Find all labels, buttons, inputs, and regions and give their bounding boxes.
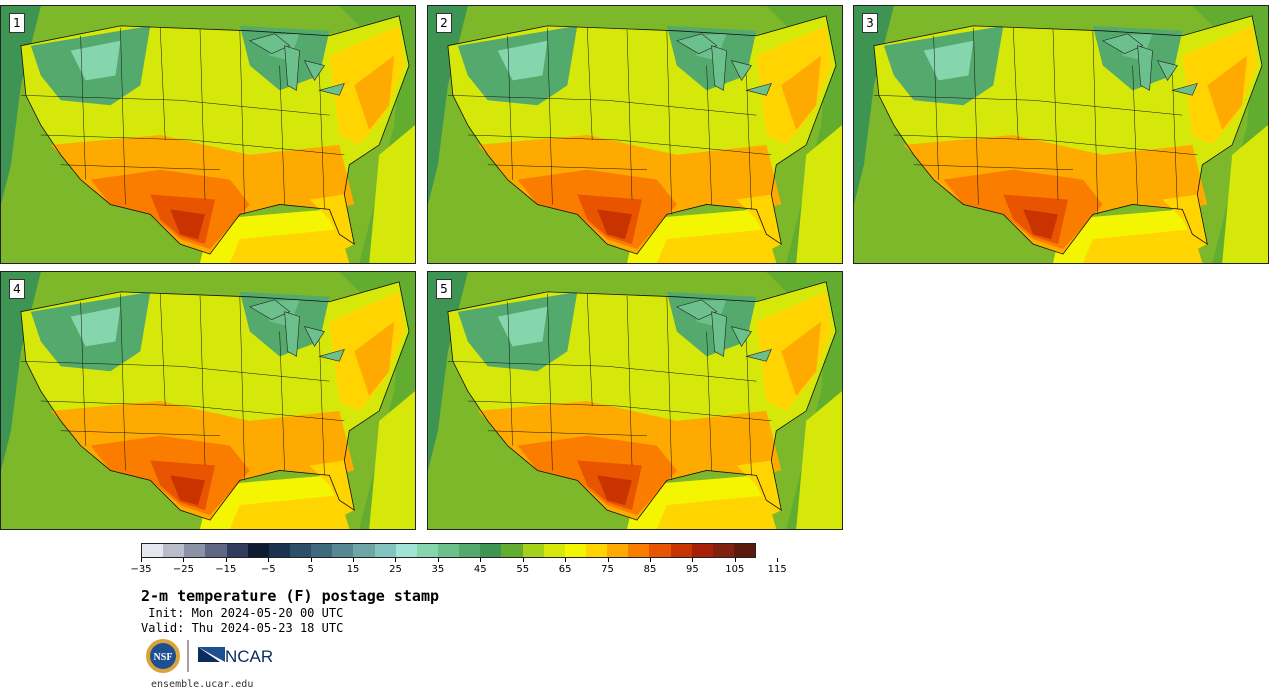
colorbar-segment	[649, 544, 671, 557]
colorbar-segment	[289, 544, 312, 557]
figure-title: 2-m temperature (F) postage stamp	[141, 587, 440, 605]
colorbar-tick-label: 85	[643, 564, 657, 575]
colorbar-tick	[141, 558, 142, 562]
colorbar-segment	[712, 544, 734, 557]
colorbar-segment	[437, 544, 460, 557]
colorbar-tick	[395, 558, 397, 562]
colorbar-segment	[395, 544, 417, 557]
logo-group: NSF NCAR	[145, 637, 285, 675]
temperature-colorbar	[141, 543, 756, 558]
colorbar-tick-label: 25	[389, 564, 402, 575]
colorbar-tick-label: −5	[260, 564, 276, 575]
colorbar-segment	[416, 544, 438, 557]
colorbar-segment	[691, 544, 713, 557]
colorbar-tick	[353, 558, 355, 562]
member-map-panel-1: 1	[0, 5, 416, 264]
colorbar-tick	[692, 558, 694, 562]
colorbar-segment	[628, 544, 650, 557]
colorbar-tick-label: −15	[215, 564, 237, 575]
colorbar-tick	[565, 558, 567, 562]
colorbar-segment	[543, 544, 565, 557]
colorbar-segment	[163, 544, 185, 557]
colorbar-segment	[374, 544, 396, 557]
colorbar-tick	[649, 558, 651, 562]
temperature-map-2	[428, 6, 842, 263]
colorbar-tick	[777, 558, 779, 562]
colorbar-tick-label: 5	[307, 564, 314, 575]
colorbar-segment	[585, 544, 608, 557]
colorbar-tick-label: 55	[516, 564, 530, 575]
colorbar-tick-label: 35	[431, 564, 445, 575]
colorbar-tick-label: −25	[172, 564, 194, 575]
member-map-panel-5: 5	[427, 271, 843, 530]
colorbar-tick	[268, 558, 270, 562]
colorbar-segment	[459, 544, 481, 557]
colorbar-segment	[480, 544, 502, 557]
ncar-logo-icon: NCAR	[198, 647, 273, 666]
colorbar-tick-label: 115	[767, 564, 787, 575]
colorbar-tick	[225, 558, 227, 562]
nsf-logo-icon: NSF	[146, 639, 180, 673]
colorbar-segment	[247, 544, 269, 557]
colorbar-tick-label: −35	[130, 564, 152, 575]
temperature-map-5	[428, 272, 842, 529]
member-number-badge: 1	[9, 13, 25, 33]
nsf-logo-text: NSF	[154, 652, 173, 663]
colorbar-segment	[311, 544, 333, 557]
colorbar-tick-label: 65	[558, 564, 572, 575]
member-map-panel-3: 3	[853, 5, 1269, 264]
colorbar-segment	[268, 544, 290, 557]
colorbar-segment	[670, 544, 692, 557]
temperature-map-1	[1, 6, 415, 263]
member-number-badge: 2	[436, 13, 452, 33]
member-map-panel-2: 2	[427, 5, 843, 264]
colorbar-tick-labels: −35 −25 −15 −5 5 15 25 35 45 55 65 75 85 95 105 115	[130, 558, 787, 578]
colorbar-tick	[607, 558, 609, 562]
colorbar-tick-label: 105	[725, 564, 745, 575]
ncar-logo-text: NCAR	[225, 647, 273, 666]
colorbar-segment	[501, 544, 523, 557]
colorbar-segment	[332, 544, 354, 557]
temperature-map-3	[854, 6, 1268, 263]
colorbar-segment	[205, 544, 227, 557]
colorbar-tick-label: 45	[473, 564, 487, 575]
colorbar-segment	[607, 544, 629, 557]
member-number-badge: 4	[9, 279, 25, 299]
member-number-badge: 3	[862, 13, 878, 33]
colorbar-tick	[734, 558, 736, 562]
colorbar-tick-label: 15	[346, 564, 360, 575]
colorbar-segment	[522, 544, 544, 557]
colorbar-tick	[437, 558, 439, 562]
colorbar-segment	[353, 544, 375, 557]
member-number-badge: 5	[436, 279, 452, 299]
colorbar-segment	[564, 544, 586, 557]
colorbar-tick-label: 95	[686, 564, 699, 575]
colorbar-segment	[184, 544, 206, 557]
footer-url: ensemble.ucar.edu	[151, 679, 254, 690]
member-map-panel-4: 4	[0, 271, 416, 530]
init-time: Init: Mon 2024-05-20 00 UTC	[141, 606, 344, 620]
valid-time: Valid: Thu 2024-05-23 18 UTC	[141, 621, 344, 635]
colorbar-tick	[522, 558, 524, 562]
temperature-map-4	[1, 272, 415, 529]
colorbar-tick	[183, 558, 185, 562]
colorbar-tick-label: 75	[601, 564, 614, 575]
colorbar-tick	[480, 558, 482, 562]
colorbar-segment	[226, 544, 248, 557]
colorbar-segment	[142, 544, 164, 557]
colorbar-segment	[733, 544, 756, 557]
colorbar-tick	[310, 558, 312, 562]
